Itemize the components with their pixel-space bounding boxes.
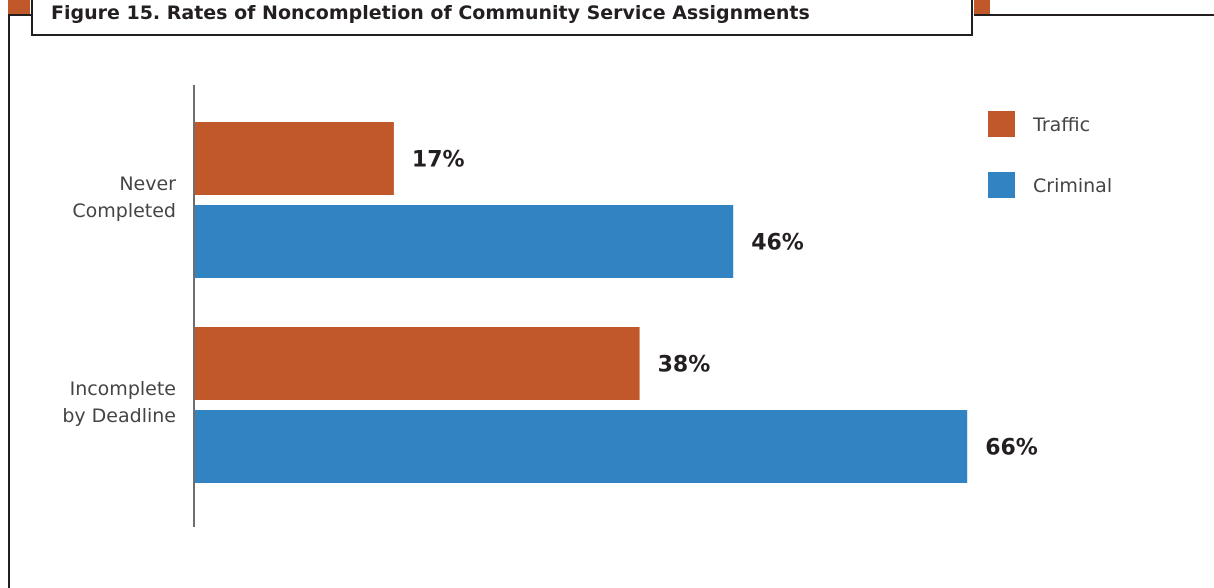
category-label-0-1: Completed bbox=[72, 200, 176, 222]
accent-right bbox=[974, 0, 990, 15]
category-label-1-1: by Deadline bbox=[62, 405, 176, 427]
chart-title: Figure 15. Rates of Noncompletion of Com… bbox=[51, 2, 810, 24]
legend-swatch-criminal bbox=[988, 172, 1015, 198]
bar-traffic-1 bbox=[195, 327, 640, 400]
frame-border bbox=[8, 14, 31, 588]
data-label-traffic-1: 38% bbox=[658, 353, 711, 378]
data-label-criminal-1: 66% bbox=[985, 436, 1038, 461]
category-label-1-0: Incomplete bbox=[70, 378, 176, 400]
bar-criminal-1 bbox=[195, 410, 968, 483]
title-tab: Figure 15. Rates of Noncompletion of Com… bbox=[31, 0, 973, 36]
bar-criminal-0 bbox=[195, 205, 734, 278]
bar-traffic-0 bbox=[195, 122, 394, 195]
plot-area: Never Completed 17% 46% Incomplete by Deadlin… bbox=[62, 85, 1112, 527]
legend-swatch-traffic bbox=[988, 111, 1015, 137]
accent-left bbox=[8, 0, 30, 15]
data-label-criminal-0: 46% bbox=[751, 231, 804, 256]
legend-label-criminal: Criminal bbox=[1033, 175, 1112, 197]
category-label-0-0: Never bbox=[119, 173, 176, 195]
data-label-traffic-0: 17% bbox=[412, 148, 465, 173]
legend-label-traffic: Traffic bbox=[1032, 114, 1090, 136]
